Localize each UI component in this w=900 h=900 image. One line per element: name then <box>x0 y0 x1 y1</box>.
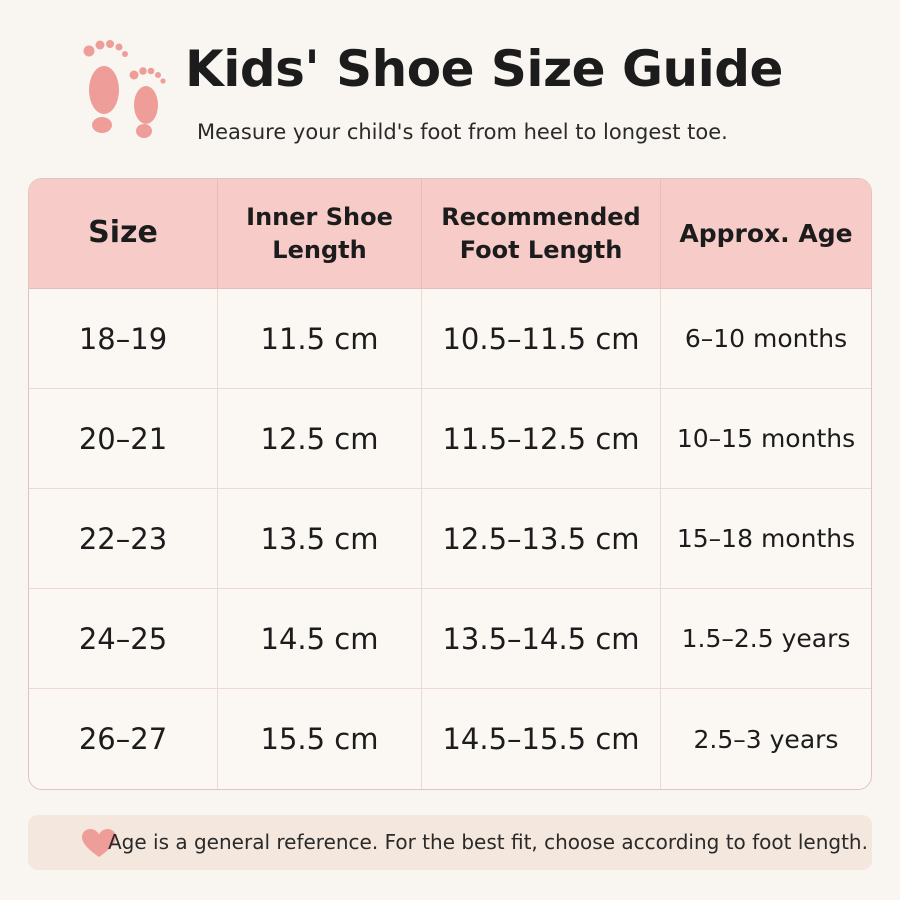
footer-note: Age is a general reference. For the best… <box>108 830 868 854</box>
heart-icon <box>82 829 116 857</box>
table-cell: 2.5–3 years <box>693 724 839 754</box>
footer-note-box: Age is a general reference. For the best… <box>28 815 872 870</box>
title: Kids' Shoe Size Guide <box>185 40 783 98</box>
table-cell: 13.5 cm <box>218 489 422 589</box>
table-cell: 12.5–13.5 cm <box>422 489 661 589</box>
column-header: Inner Shoe Length <box>218 179 422 289</box>
table-cell: 14.5–15.5 cm <box>422 689 661 789</box>
table-cell: 14.5 cm <box>218 589 422 689</box>
table-cell: 11.5–12.5 cm <box>422 389 661 489</box>
table-cell: 22–23 <box>29 489 218 589</box>
table-cell: 13.5–14.5 cm <box>422 589 661 689</box>
column-header: Recommended Foot Length <box>422 179 661 289</box>
table-cell: 20–21 <box>29 389 218 489</box>
table-cell: 26–27 <box>29 689 218 789</box>
table-cell: 15–18 months <box>661 489 871 589</box>
footprint-icon <box>83 40 166 138</box>
table-cell: 15.5 cm <box>218 689 422 789</box>
table-cell: 18–19 <box>29 289 218 389</box>
table-cell: 12.5 cm <box>218 389 422 489</box>
table-cell: 6–10 months <box>661 289 871 389</box>
size-table: Size Inner Shoe Length Recommended Foot Le… <box>28 178 872 790</box>
column-header: Size <box>29 179 218 289</box>
table-cell: 10.5–11.5 cm <box>422 289 661 389</box>
table-cell: 11.5 cm <box>218 289 422 389</box>
column-header: Approx. Age <box>661 179 871 289</box>
subtitle: Measure your child's foot from heel to l… <box>197 120 728 144</box>
table-cell: 24–25 <box>29 589 218 689</box>
table-cell: 1.5–2.5 years <box>661 589 871 689</box>
table-cell: 10–15 months <box>661 389 871 489</box>
